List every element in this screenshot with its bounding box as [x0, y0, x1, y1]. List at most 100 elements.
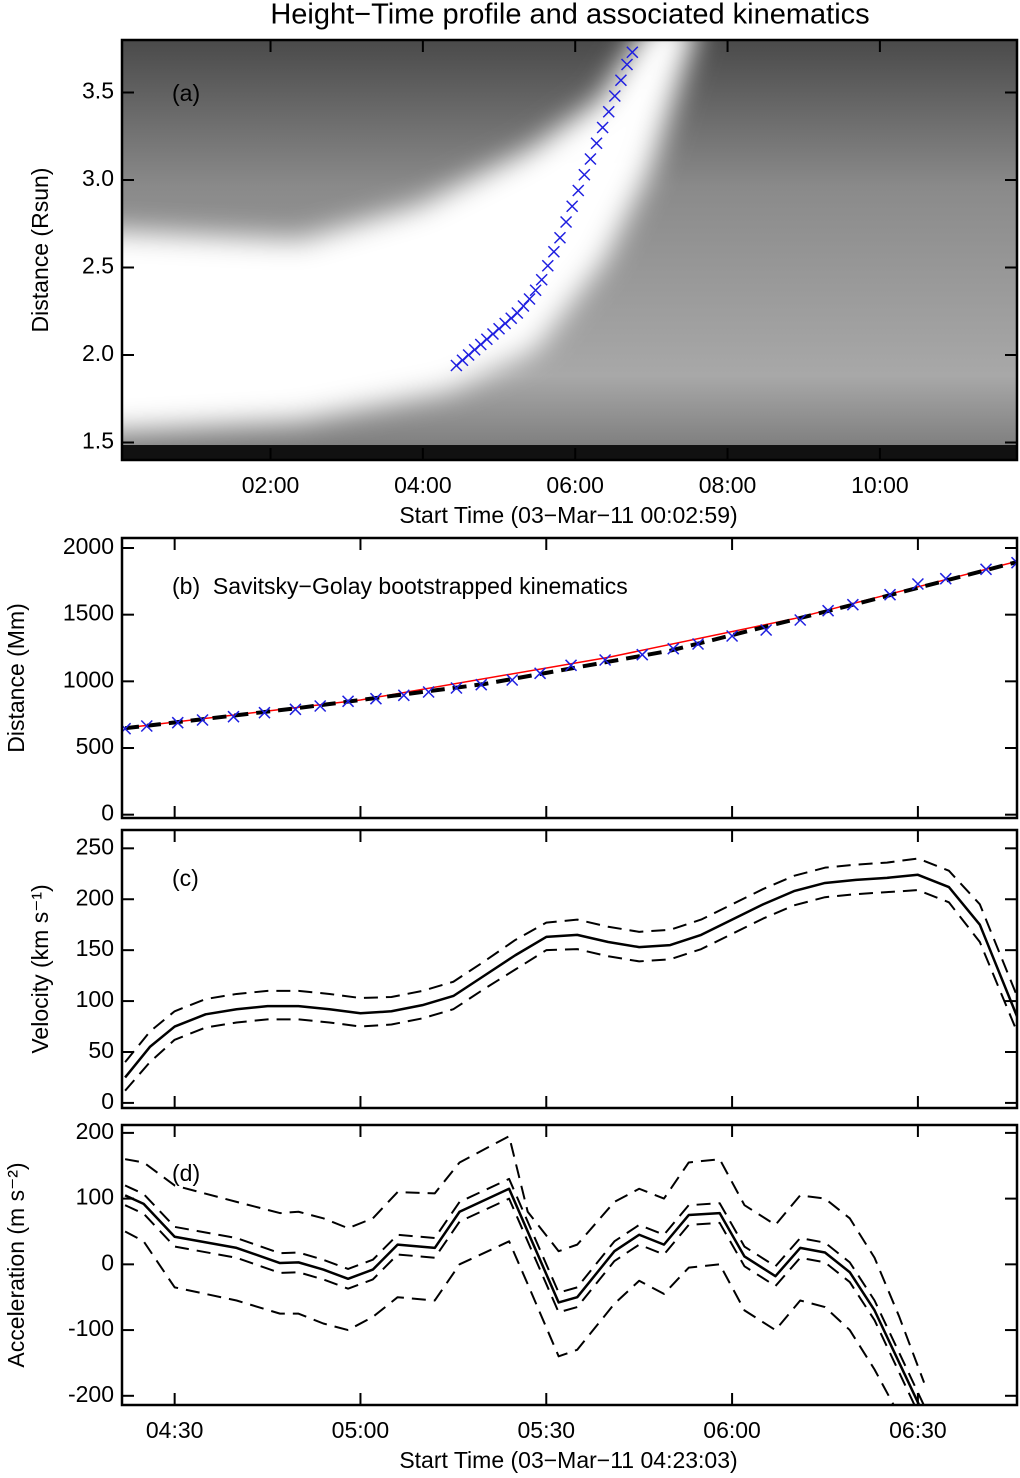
y-tick-label: 3.5 — [82, 78, 114, 104]
x-marker — [565, 659, 578, 672]
x-tick-label: 08:00 — [699, 472, 757, 498]
x-tick-label: 06:00 — [703, 1417, 761, 1443]
x-marker — [599, 653, 612, 667]
x-marker — [620, 58, 634, 71]
x-marker — [560, 215, 573, 229]
x-marker — [822, 604, 835, 617]
y-tick-label: 0 — [101, 1088, 114, 1114]
x-marker — [523, 292, 536, 306]
x-marker — [122, 722, 132, 735]
y-tick-label: 100 — [76, 1184, 114, 1210]
frame — [120, 536, 1019, 820]
y-tick-label: 0 — [101, 800, 114, 826]
x-tick-label: 05:30 — [517, 1417, 575, 1443]
x-marker — [614, 74, 627, 87]
x-marker — [578, 168, 591, 181]
x-marker — [342, 695, 355, 708]
x-tick-label: 06:00 — [546, 472, 604, 498]
plot-area — [122, 556, 1017, 735]
annotation: (b) Savitsky−Golay bootstrapped kinemati… — [172, 573, 628, 599]
plot-area — [124, 857, 1017, 1092]
y-tick-label: 200 — [76, 1118, 114, 1144]
y-tick-label: 2.5 — [82, 253, 114, 279]
line — [124, 889, 1017, 1092]
x-marker — [450, 681, 463, 695]
frame — [120, 38, 1019, 462]
x-marker — [596, 121, 609, 134]
x-marker — [369, 692, 382, 705]
background-image — [122, 40, 694, 431]
y-axis-label: Distance (Mm) — [3, 603, 29, 753]
x-marker — [171, 716, 184, 729]
line — [124, 560, 1017, 731]
y-tick-label: -200 — [68, 1381, 114, 1407]
x-marker — [1010, 556, 1017, 569]
line — [124, 1187, 921, 1405]
plot-area — [124, 1135, 926, 1405]
x-marker — [475, 678, 488, 691]
x-marker — [760, 623, 773, 637]
x-marker — [553, 231, 567, 244]
bright-region — [122, 40, 694, 431]
y-tick-label: 1000 — [63, 666, 114, 692]
x-marker — [140, 719, 153, 733]
x-marker — [726, 629, 739, 643]
y-tick-label: 500 — [76, 733, 114, 759]
x-marker — [846, 598, 859, 611]
x-marker — [691, 637, 705, 651]
x-marker — [667, 642, 680, 655]
line — [124, 1230, 895, 1405]
x-marker — [590, 137, 603, 150]
line — [124, 873, 1017, 1079]
x-tick-label: 04:30 — [146, 1417, 204, 1443]
x-marker — [794, 613, 807, 627]
x-marker — [608, 89, 621, 103]
x-marker — [547, 245, 560, 258]
y-tick-label: 0 — [101, 1249, 114, 1275]
annotation: (d) — [172, 1160, 200, 1186]
x-marker — [422, 685, 435, 699]
x-tick-label: 06:30 — [889, 1417, 947, 1443]
occulter-band — [122, 445, 1017, 460]
y-tick-label: 2000 — [63, 533, 114, 559]
y-axis-label: Acceleration (m s⁻²) — [3, 1162, 29, 1367]
y-tick-label: -100 — [68, 1315, 114, 1341]
frame — [120, 1123, 1019, 1407]
x-marker — [572, 184, 585, 197]
y-tick-label: 50 — [88, 1037, 114, 1063]
y-tick-label: 3.0 — [82, 165, 114, 191]
line — [124, 1135, 926, 1384]
x-marker — [602, 105, 615, 118]
x-tick-label: 10:00 — [851, 472, 909, 498]
x-marker — [196, 713, 209, 727]
line — [124, 1197, 916, 1405]
x-marker — [636, 648, 649, 661]
y-tick-label: 1500 — [63, 600, 114, 626]
x-marker — [911, 577, 924, 591]
y-tick-label: 2.0 — [82, 340, 114, 366]
y-axis-label: Velocity (km s⁻¹) — [27, 884, 53, 1053]
plot-area — [122, 40, 1017, 460]
annotation: (c) — [172, 865, 199, 891]
line — [124, 857, 1017, 1063]
x-marker — [980, 563, 993, 576]
x-marker — [541, 259, 554, 272]
x-tick-label: 02:00 — [242, 472, 300, 498]
y-axis-label: Distance (Rsun) — [27, 168, 53, 333]
x-marker — [883, 588, 897, 601]
x-marker — [258, 706, 271, 719]
annotation: (a) — [172, 80, 200, 106]
line — [124, 1177, 925, 1405]
x-marker — [314, 699, 327, 713]
y-tick-label: 1.5 — [82, 428, 114, 454]
x-marker — [535, 273, 548, 286]
x-marker — [566, 200, 579, 213]
x-marker — [289, 703, 302, 716]
y-tick-label: 100 — [76, 986, 114, 1012]
x-tick-label: 05:00 — [332, 1417, 390, 1443]
x-marker — [529, 284, 542, 297]
x-marker — [939, 572, 952, 585]
x-tick-label: 04:00 — [394, 472, 452, 498]
y-tick-label: 150 — [76, 935, 114, 961]
